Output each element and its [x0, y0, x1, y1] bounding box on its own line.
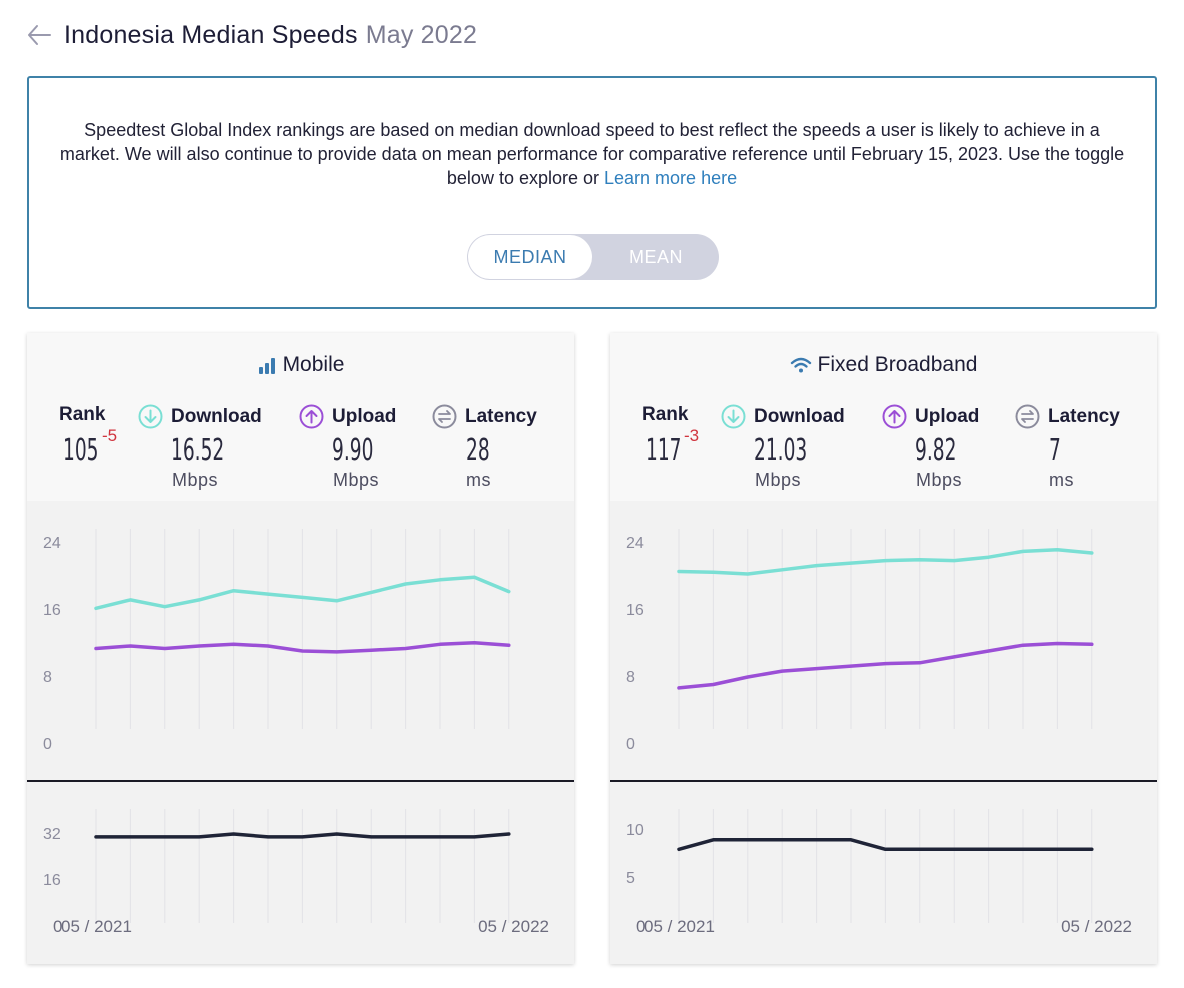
fixed-download-label: Download [721, 404, 845, 429]
fixed-upload-value: 9.82 [915, 433, 957, 468]
fixed-latency-label: Latency [1015, 404, 1120, 429]
fixed-latency-y-tick-label: 5 [626, 870, 635, 887]
mobile-y-tick-label: 0 [43, 736, 52, 753]
toggle-mean[interactable]: MEAN [628, 247, 683, 267]
mobile-date-start: 05 / 2021 [61, 917, 132, 936]
title-text: Indonesia Median Speeds [64, 20, 358, 49]
fixed-upload-unit: Mbps [916, 470, 963, 490]
mobile-rank-change: -5 [102, 426, 118, 445]
mobile-latency-value: 28 [466, 433, 490, 468]
upload-arrow-icon [882, 404, 907, 429]
mobile-download-line [94, 575, 511, 611]
mobile-latency-line [94, 832, 511, 839]
mobile-latency-unit: ms [466, 470, 491, 490]
mobile-card-title: Mobile [27, 353, 574, 377]
fixed-y-tick-label: 16 [626, 602, 644, 619]
mobile-y-tick-label: 8 [43, 669, 52, 686]
mobile-download-label-text: Download [171, 405, 262, 427]
median-mean-toggle: MEDIAN MEAN [467, 234, 719, 280]
fixed-y-tick-label: 24 [626, 535, 644, 552]
page-title: Indonesia Median Speeds May 2022 [64, 21, 477, 50]
mobile-date-end: 05 / 2022 [478, 917, 549, 936]
latency-icon [432, 404, 457, 429]
fixed-download-unit: Mbps [755, 470, 802, 490]
mobile-download-unit: Mbps [172, 470, 219, 490]
fixed-latency-unit: ms [1049, 470, 1074, 490]
fixed-date-start: 05 / 2021 [644, 917, 715, 936]
mobile-upload-label: Upload [299, 404, 396, 429]
fixed-download-line [677, 547, 1094, 576]
latency-icon [1015, 404, 1040, 429]
mobile-upload-value: 9.90 [332, 433, 374, 468]
fixed-card-title: Fixed Broadband [610, 353, 1157, 377]
fixed-latency-label-text: Latency [1048, 405, 1120, 427]
fixed-upload-label-text: Upload [915, 405, 980, 427]
mobile-download-label: Download [138, 404, 262, 429]
mobile-y-tick-label: 24 [43, 535, 61, 552]
notice-body: Speedtest Global Index rankings are base… [59, 120, 1125, 188]
fixed-summary: Fixed Broadband Rank 117 -3 Download 21.… [610, 333, 1157, 501]
mobile-zero-label: 0 [53, 917, 62, 936]
mobile-summary: Mobile Rank 105 -5 Download 16.52 Mbps U… [27, 333, 574, 501]
title-date: May 2022 [365, 20, 478, 49]
mobile-latency-y-tick-label: 32 [43, 826, 61, 843]
mobile-y-tick-label: 16 [43, 602, 61, 619]
fixed-broadband-card: Fixed Broadband Rank 117 -3 Download 21.… [610, 333, 1157, 964]
fixed-date-end: 05 / 2022 [1061, 917, 1132, 936]
learn-more-link[interactable]: Learn more here [604, 168, 738, 188]
fixed-download-label-text: Download [754, 405, 845, 427]
fixed-chart: 24 16 8 0 10 5 0 05 / 2021 05 / 2022 [610, 501, 1157, 964]
fixed-title-text: Fixed Broadband [817, 353, 978, 376]
mobile-upload-line [94, 640, 511, 654]
notice-text: Speedtest Global Index rankings are base… [53, 118, 1131, 190]
fixed-zero-label: 0 [636, 917, 645, 936]
fixed-latency-line [677, 838, 1094, 852]
fixed-y-tick-label: 8 [626, 669, 635, 686]
fixed-y-tick-label: 0 [626, 736, 635, 753]
mobile-latency-label-text: Latency [465, 405, 537, 427]
mobile-rank-value: 105 [63, 433, 99, 468]
methodology-notice: Speedtest Global Index rankings are base… [27, 76, 1157, 309]
upload-arrow-icon [299, 404, 324, 429]
mobile-upload-label-text: Upload [332, 405, 397, 427]
download-arrow-icon [721, 404, 746, 429]
mobile-rank-label: Rank [59, 404, 106, 425]
toggle-median[interactable]: MEDIAN [468, 235, 592, 279]
fixed-upload-line [677, 641, 1094, 690]
mobile-latency-y-tick-label: 16 [43, 872, 61, 889]
back-arrow-icon[interactable] [26, 22, 52, 48]
mobile-download-value: 16.52 [171, 433, 225, 468]
mobile-card: Mobile Rank 105 -5 Download 16.52 Mbps U… [27, 333, 574, 964]
fixed-rank-change: -3 [684, 426, 700, 445]
signal-bars-icon [258, 358, 275, 374]
fixed-rank-value: 117 [646, 433, 682, 468]
fixed-upload-label: Upload [882, 404, 979, 429]
page-header: Indonesia Median Speeds May 2022 [26, 18, 477, 52]
wifi-icon [790, 357, 811, 373]
mobile-chart: 24 16 8 0 32 16 0 05 / 2021 05 / 2022 [27, 501, 574, 964]
download-arrow-icon [138, 404, 163, 429]
mobile-latency-label: Latency [432, 404, 537, 429]
fixed-rank-label: Rank [642, 404, 689, 425]
mobile-upload-unit: Mbps [333, 470, 380, 490]
fixed-latency-y-tick-label: 10 [626, 822, 644, 839]
fixed-latency-value: 7 [1049, 433, 1061, 468]
mobile-title-text: Mobile [282, 353, 345, 376]
fixed-download-value: 21.03 [754, 433, 808, 468]
